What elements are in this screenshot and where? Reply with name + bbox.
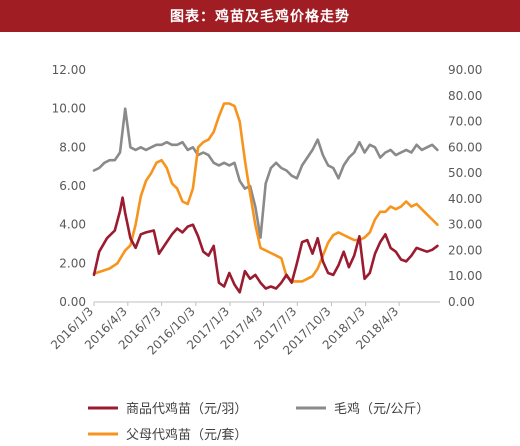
series-line-1	[92, 196, 439, 294]
series-line-3	[92, 102, 439, 283]
y-left-tick-label: 0.00	[59, 295, 86, 309]
y-left-tick-label: 10.00	[52, 102, 86, 116]
line-chart: 0.00 2.00 4.00 6.00 8.00 10.00 12.00 0.00 10.00 2…	[48, 63, 482, 443]
chart-title: 图表：鸡苗及毛鸡价格走势	[0, 0, 520, 32]
y-right-tick-label: 60.00	[448, 140, 482, 154]
y-right-tick-label: 80.00	[448, 89, 482, 103]
y-right-tick-label: 50.00	[448, 166, 482, 180]
legend-label: 商品代鸡苗（元/羽）	[126, 401, 247, 417]
y-left-tick-label: 6.00	[59, 179, 86, 193]
legend-label: 父母代鸡苗（元/套）	[126, 427, 247, 443]
y-right-tick-label: 10.00	[448, 269, 482, 283]
y-right-tick-label: 70.00	[448, 115, 482, 129]
y-right-tick-label: 30.00	[448, 218, 482, 232]
y-left-tick-label: 2.00	[59, 256, 86, 270]
y-left-tick-label: 8.00	[59, 140, 86, 154]
y-left-tick-label: 12.00	[52, 63, 86, 77]
y-right-tick-label: 0.00	[448, 295, 475, 309]
series-line-2	[92, 107, 439, 239]
y-right-tick-label: 90.00	[448, 63, 482, 77]
y-right-tick-label: 40.00	[448, 192, 482, 206]
legend-label: 毛鸡（元/公斤）	[334, 401, 429, 417]
y-left-tick-label: 4.00	[59, 218, 86, 232]
y-right-tick-label: 20.00	[448, 243, 482, 257]
